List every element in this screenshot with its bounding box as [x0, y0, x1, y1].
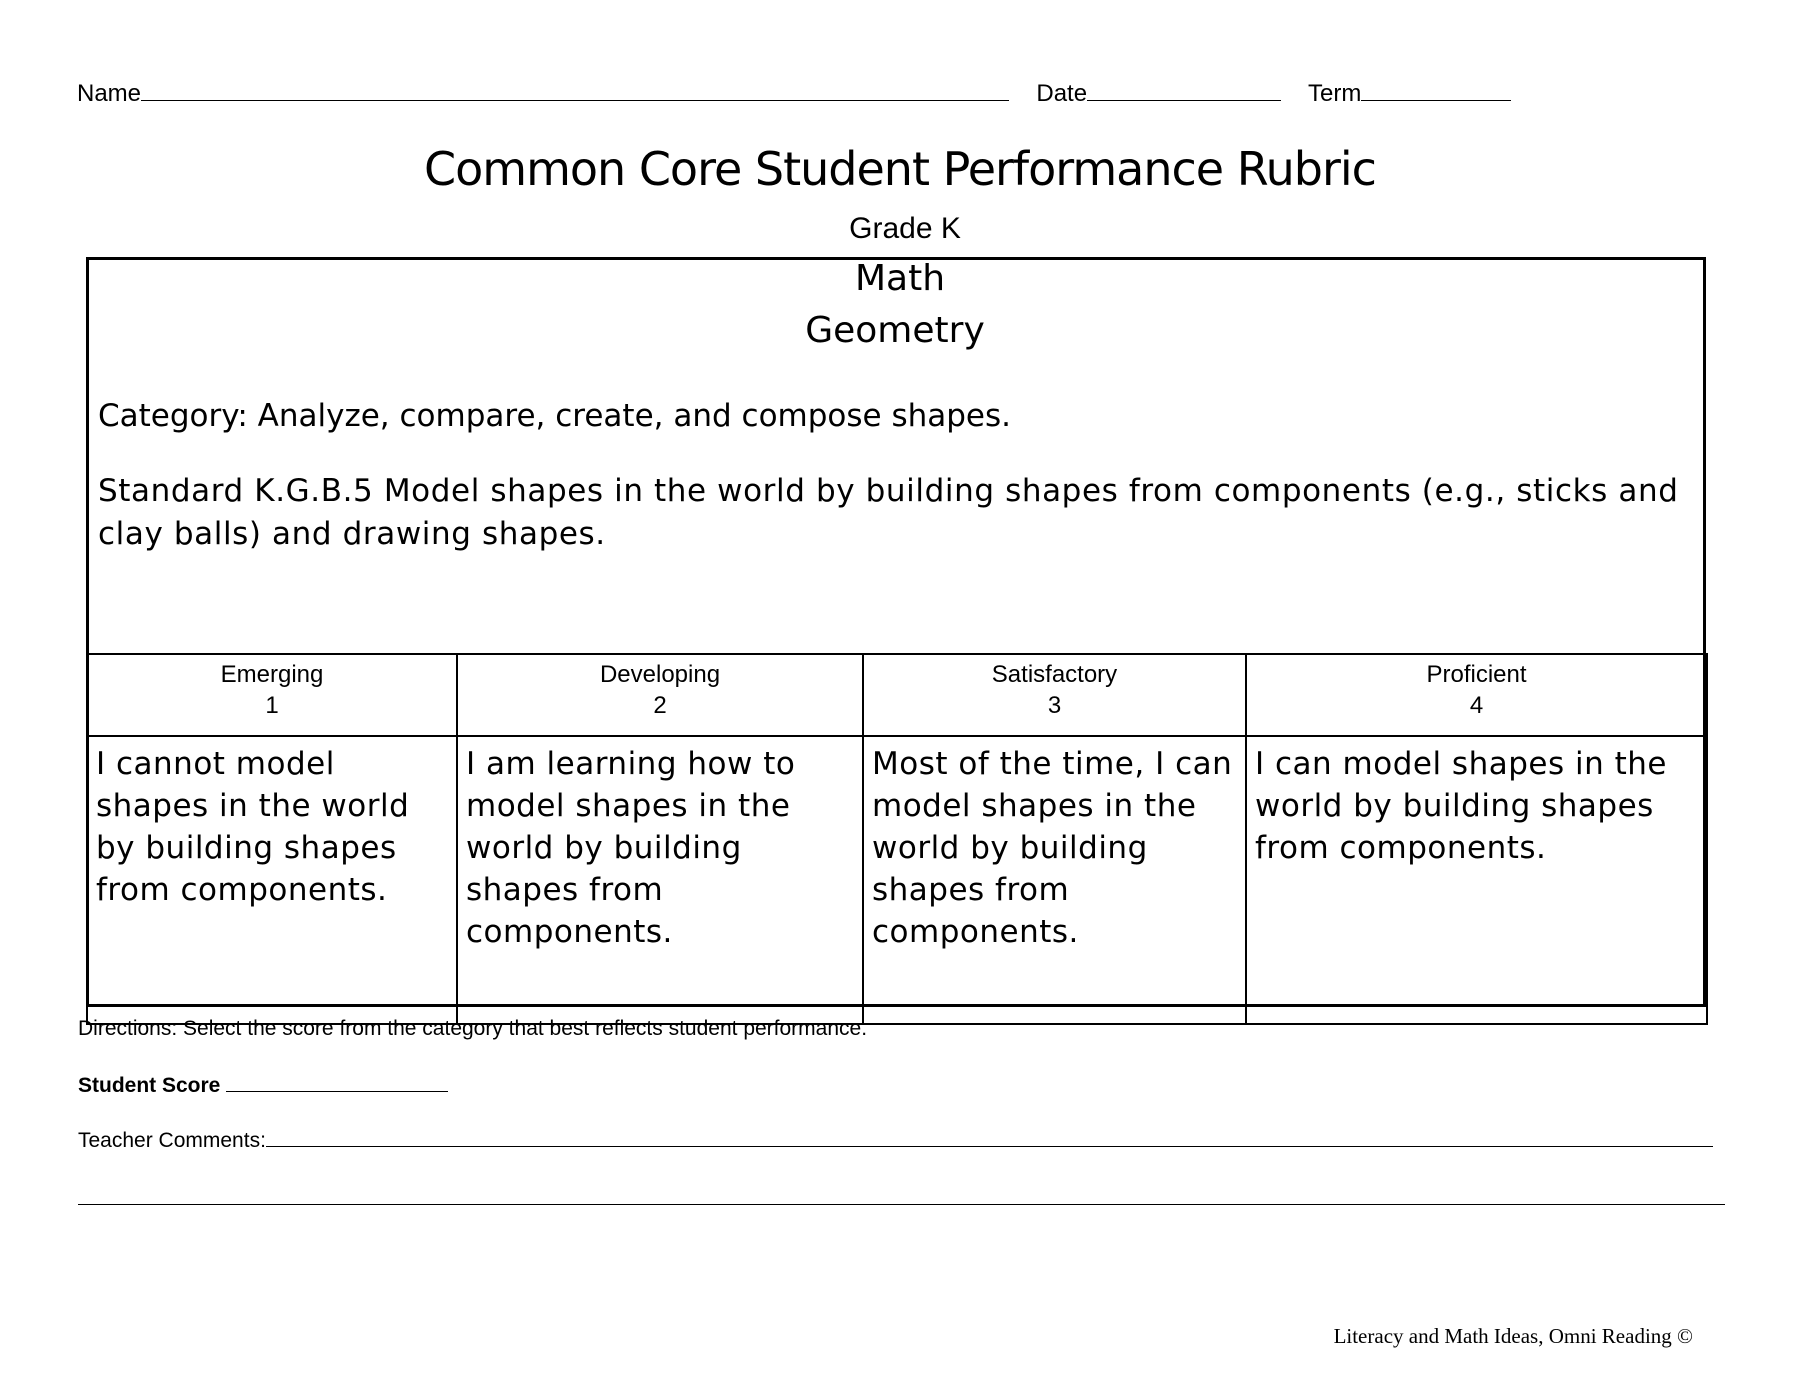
level-score: 2: [653, 692, 667, 719]
rubric-description-row: I cannot model shapes in the world by bu…: [86, 735, 1708, 1025]
domain-heading: Geometry: [805, 310, 985, 351]
name-field[interactable]: [141, 80, 1010, 101]
date-field[interactable]: [1087, 80, 1282, 101]
date-label: Date: [1036, 80, 1088, 107]
subject-heading: Math: [854, 258, 946, 299]
grade-label: Grade K: [849, 212, 961, 245]
teacher-comments-row: Teacher Comments:: [78, 1128, 1713, 1153]
directions-text: Directions: Select the score from the ca…: [78, 1017, 868, 1040]
teacher-comments-line-2[interactable]: [78, 1204, 1725, 1205]
name-label: Name: [77, 80, 142, 107]
level-header: Emerging 1: [86, 653, 458, 737]
level-description: I can model shapes in the world by build…: [1245, 735, 1708, 1025]
standard-text: Standard K.G.B.5 Model shapes in the wor…: [98, 473, 1679, 552]
level-score: 4: [1469, 692, 1484, 719]
level-name: Emerging: [220, 661, 324, 688]
level-header: Satisfactory 3: [862, 653, 1247, 737]
student-score-label: Student Score: [78, 1074, 221, 1097]
level-description: Most of the time, I can model shapes in …: [862, 735, 1247, 1025]
rubric-header-row: Emerging 1 Developing 2 Satisfactory 3 Prof…: [86, 653, 1708, 737]
rubric-table: Emerging 1 Developing 2 Satisfactory 3 Prof…: [86, 653, 1708, 1025]
term-field[interactable]: [1361, 80, 1512, 101]
teacher-comments-label: Teacher Comments:: [78, 1129, 266, 1152]
level-header: Developing 2: [456, 653, 864, 737]
teacher-comments-field[interactable]: [265, 1128, 1713, 1147]
term-label: Term: [1307, 80, 1362, 107]
student-score-field[interactable]: [226, 1073, 449, 1092]
footer-credit: Literacy and Math Ideas, Omni Reading ©: [1333, 1324, 1693, 1348]
student-score-row: Student Score: [78, 1073, 449, 1098]
level-score: 1: [265, 692, 279, 719]
level-description: I cannot model shapes in the world by bu…: [86, 735, 458, 1025]
category-text: Category: Analyze, compare, create, and …: [98, 398, 1012, 434]
header-fields: Name Date Term: [77, 80, 1512, 108]
level-name: Satisfactory: [991, 661, 1118, 688]
level-score: 3: [1047, 692, 1062, 719]
level-description: I am learning how to model shapes in the…: [456, 735, 864, 1025]
page-title: Common Core Student Performance Rubric: [424, 142, 1377, 196]
level-name: Developing: [599, 661, 721, 688]
level-name: Proficient: [1426, 661, 1527, 688]
level-header: Proficient 4: [1245, 653, 1708, 737]
